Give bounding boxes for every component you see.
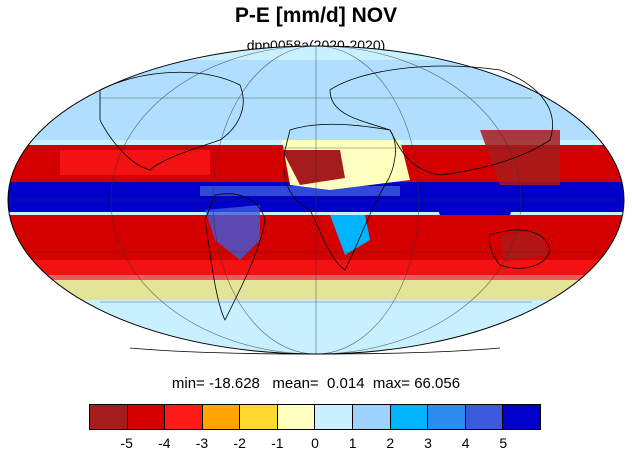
colorbar <box>89 404 541 430</box>
colorbar-swatch-6 <box>315 405 354 429</box>
colorbar-tick-labels: -5 -4 -3 -2 -1 0 1 2 3 4 5 <box>0 435 632 453</box>
colorbar-tick-label: -4 <box>158 435 171 451</box>
colorbar-swatch-3 <box>202 405 241 429</box>
colorbar-tick-label: 0 <box>311 435 319 451</box>
colorbar-tick-label: -1 <box>271 435 284 451</box>
min-value: -18.628 <box>209 375 260 392</box>
colorbar-swatch-5 <box>277 405 316 429</box>
mean-value: 0.014 <box>327 375 365 392</box>
colorbar-swatch-1 <box>127 405 166 429</box>
colorbar-swatch-7 <box>353 405 391 429</box>
max-label: max= <box>372 375 411 392</box>
colorbar-swatch-10 <box>465 405 504 429</box>
min-label: min= <box>171 375 205 392</box>
colorbar-tick-label: 1 <box>348 435 357 451</box>
colorbar-swatch-9 <box>428 405 466 429</box>
colorbar-swatch-11 <box>503 405 540 429</box>
colorbar-swatch-4 <box>240 405 278 429</box>
map-border <box>7 45 625 355</box>
colorbar-tick-label: -5 <box>120 435 133 451</box>
max-value: 66.056 <box>414 375 461 392</box>
colorbar-tick-label: -2 <box>233 435 246 451</box>
colorbar-tick-label: -3 <box>195 435 209 451</box>
mean-label: mean= <box>272 375 319 392</box>
map-title: P-E [mm/d] NOV <box>234 4 398 27</box>
field-statistics: min= -18.628 mean= 0.014 max= 66.056 <box>0 375 632 392</box>
colorbar-tick-label: 3 <box>424 435 432 451</box>
colorbar-tick-label: 5 <box>499 435 508 451</box>
colorbar-swatch-2 <box>165 405 203 429</box>
colorbar-swatch-0 <box>90 405 128 429</box>
colorbar-tick-label: 4 <box>461 435 470 451</box>
colorbar-tick-label: 2 <box>386 435 395 451</box>
colorbar-swatch-8 <box>390 405 429 429</box>
